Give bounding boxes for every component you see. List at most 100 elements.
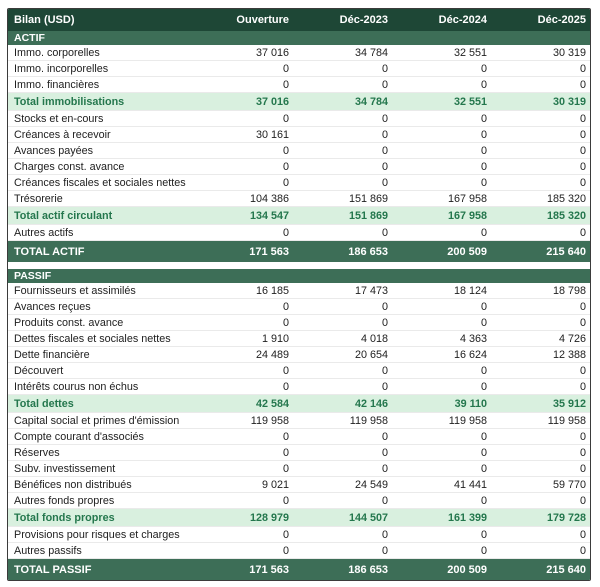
row-value: 0 xyxy=(579,447,586,459)
row-value: 37 016 xyxy=(255,47,289,59)
row-value: 16 185 xyxy=(255,285,289,297)
total-label: TOTAL PASSIF xyxy=(14,563,92,576)
row-label: Trésorerie xyxy=(14,193,63,205)
row-value: 0 xyxy=(480,79,487,91)
row-label: Total fonds propres xyxy=(14,512,115,524)
row-value: 0 xyxy=(282,145,289,157)
row-value: 37 016 xyxy=(255,96,289,108)
row-value: 4 018 xyxy=(360,333,388,345)
row-value: 0 xyxy=(480,145,487,157)
row-value: 0 xyxy=(480,113,487,125)
row-value: 0 xyxy=(480,545,487,557)
row-label: Stocks et en-cours xyxy=(14,113,104,125)
row-label: Fournisseurs et assimilés xyxy=(14,285,136,297)
row-value: 0 xyxy=(480,463,487,475)
total-row: TOTAL ACTIF 171 563 186 653 200 509 215 640 xyxy=(8,241,590,262)
table-row: Autres fonds propres 0 0 0 0 xyxy=(8,493,590,509)
row-label: Dette financière xyxy=(14,349,90,361)
row-label: Bénéfices non distribués xyxy=(14,479,132,491)
row-value: 0 xyxy=(480,177,487,189)
row-value: 179 728 xyxy=(546,512,586,524)
row-label: Compte courant d'associés xyxy=(14,431,144,443)
row-value: 0 xyxy=(381,447,388,459)
table-row: Découvert 0 0 0 0 xyxy=(8,363,590,379)
section-title: PASSIF xyxy=(14,270,52,282)
row-label: Total immobilisations xyxy=(14,96,125,108)
row-value: 161 399 xyxy=(447,512,487,524)
table-row: Autres actifs 0 0 0 0 xyxy=(8,225,590,241)
row-value: 0 xyxy=(381,431,388,443)
row-value: 167 958 xyxy=(447,210,487,222)
row-value: 0 xyxy=(282,79,289,91)
column-header-dec-2025: Déc-2025 xyxy=(537,14,586,26)
table-header-row: Bilan (USD) Ouverture Déc-2023 Déc-2024 … xyxy=(8,9,590,31)
table-body: ACTIF Immo. corporelles 37 016 34 784 32 551… xyxy=(8,31,590,580)
table-row: Créances fiscales et sociales nettes 0 0 0 0 xyxy=(8,175,590,191)
row-label: Provisions pour risques et charges xyxy=(14,529,180,541)
row-value: 0 xyxy=(579,317,586,329)
row-value: 24 489 xyxy=(255,349,289,361)
row-value: 0 xyxy=(381,79,388,91)
row-label: Subv. investissement xyxy=(14,463,116,475)
row-value: 12 388 xyxy=(552,349,586,361)
row-value: 0 xyxy=(282,317,289,329)
row-value: 151 869 xyxy=(348,210,388,222)
column-header-dec-2023: Déc-2023 xyxy=(339,14,388,26)
table-row: Provisions pour risques et charges 0 0 0 0 xyxy=(8,527,590,543)
row-value: 9 021 xyxy=(261,479,289,491)
row-value: 1 910 xyxy=(261,333,289,345)
total-value: 171 563 xyxy=(249,245,289,258)
row-value: 0 xyxy=(579,529,586,541)
subtotal-row: Total dettes 42 584 42 146 39 110 35 912 xyxy=(8,395,590,413)
column-header-ouverture: Ouverture xyxy=(236,14,289,26)
table-row: Charges const. avance 0 0 0 0 xyxy=(8,159,590,175)
row-value: 0 xyxy=(480,529,487,541)
row-value: 0 xyxy=(579,495,586,507)
row-label: Créances fiscales et sociales nettes xyxy=(14,177,186,189)
table-row: Créances à recevoir 30 161 0 0 0 xyxy=(8,127,590,143)
row-value: 39 110 xyxy=(454,398,487,410)
row-value: 144 507 xyxy=(348,512,388,524)
row-value: 185 320 xyxy=(546,193,586,205)
total-value: 215 640 xyxy=(546,563,586,576)
row-value: 119 958 xyxy=(250,415,289,427)
row-label: Autres passifs xyxy=(14,545,82,557)
row-value: 0 xyxy=(579,463,586,475)
row-value: 0 xyxy=(579,227,586,239)
row-value: 20 654 xyxy=(354,349,388,361)
row-value: 24 549 xyxy=(354,479,388,491)
row-value: 0 xyxy=(381,301,388,313)
row-label: Immo. corporelles xyxy=(14,47,100,59)
total-label: TOTAL ACTIF xyxy=(14,245,85,258)
table-row: Capital social et primes d'émission 119 9… xyxy=(8,413,590,429)
row-label: Total actif circulant xyxy=(14,210,113,222)
total-value: 186 653 xyxy=(348,245,388,258)
row-value: 32 551 xyxy=(453,47,487,59)
row-value: 30 161 xyxy=(255,129,289,141)
row-value: 0 xyxy=(480,365,487,377)
row-value: 0 xyxy=(381,545,388,557)
row-label: Total dettes xyxy=(14,398,74,410)
row-value: 0 xyxy=(282,431,289,443)
row-value: 0 xyxy=(480,447,487,459)
row-label: Charges const. avance xyxy=(14,161,125,173)
section-gap xyxy=(8,262,590,269)
row-value: 134 547 xyxy=(249,210,289,222)
row-value: 0 xyxy=(381,529,388,541)
table-row: Trésorerie 104 386 151 869 167 958 185 320 xyxy=(8,191,590,207)
row-value: 0 xyxy=(282,227,289,239)
row-value: 0 xyxy=(381,129,388,141)
row-label: Immo. financières xyxy=(14,79,100,91)
column-header-dec-2024: Déc-2024 xyxy=(438,14,487,26)
row-label: Créances à recevoir xyxy=(14,129,111,141)
row-value: 0 xyxy=(282,113,289,125)
row-label: Découvert xyxy=(14,365,64,377)
table-row: Stocks et en-cours 0 0 0 0 xyxy=(8,111,590,127)
row-value: 0 xyxy=(579,129,586,141)
row-value: 18 798 xyxy=(552,285,586,297)
table-row: Immo. financières 0 0 0 0 xyxy=(8,77,590,93)
row-label: Intérêts courus non échus xyxy=(14,381,139,393)
row-value: 0 xyxy=(282,495,289,507)
row-value: 41 441 xyxy=(453,479,487,491)
